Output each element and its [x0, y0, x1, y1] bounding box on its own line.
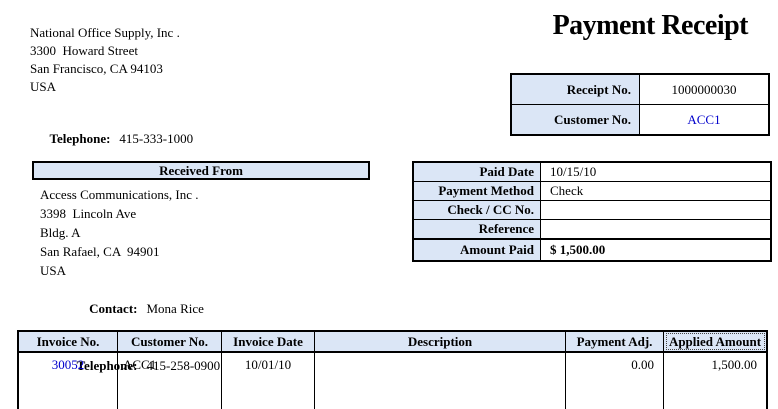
received-from-address-line: San Rafael, CA 94901	[40, 244, 160, 259]
invoice-customer-no-cell: ACC1	[117, 351, 222, 409]
page-title: Payment Receipt	[552, 10, 749, 41]
amount-paid-value: $ 1,500.00	[540, 238, 772, 262]
invoice-applications-table: Invoice No. Customer No. Invoice Date De…	[17, 330, 768, 409]
received-from-name: Access Communications, Inc .	[40, 187, 199, 202]
receipt-no-value: 1000000030	[639, 73, 770, 105]
receipt-no-label: Receipt No.	[510, 73, 640, 105]
reference-label: Reference	[412, 219, 541, 240]
company-address-line: USA	[30, 79, 57, 94]
payment-details-table: Paid Date 10/15/10 Payment Method Check …	[412, 161, 772, 262]
receipt-no-row: Receipt No. 1000000030	[510, 73, 770, 105]
received-from-address-line: 3398 Lincoln Ave	[40, 206, 137, 221]
contact-value: Mona Rice	[146, 301, 204, 316]
amount-paid-row: Amount Paid $ 1,500.00	[412, 238, 772, 262]
invoice-no-link[interactable]: 30052	[17, 351, 118, 409]
received-from-address-line: USA	[40, 263, 67, 278]
received-from-address-line: Bldg. A	[40, 225, 81, 240]
contact-label: Contact:	[89, 301, 138, 316]
check-cc-row: Check / CC No.	[412, 200, 772, 220]
invoice-table-header-row: Invoice No. Customer No. Invoice Date De…	[17, 330, 768, 353]
company-telephone-label: Telephone:	[49, 131, 111, 146]
invoice-no-header: Invoice No.	[17, 330, 118, 353]
description-header: Description	[314, 330, 566, 353]
received-from-header: Received From	[32, 161, 370, 180]
customer-no-link[interactable]: ACC1	[639, 104, 770, 136]
receipt-info-table: Receipt No. 1000000030 Customer No. ACC1	[510, 73, 770, 136]
reference-row: Reference	[412, 219, 772, 240]
check-cc-label: Check / CC No.	[412, 200, 541, 220]
applied-amount-header: Applied Amount	[663, 330, 768, 353]
company-block: National Office Supply, Inc . 3300 Howar…	[30, 24, 193, 166]
company-telephone-value: 415-333-1000	[119, 131, 194, 146]
payment-adj-header: Payment Adj.	[565, 330, 664, 353]
paid-date-label: Paid Date	[412, 161, 541, 182]
company-name: National Office Supply, Inc .	[30, 25, 180, 40]
customer-no-row: Customer No. ACC1	[510, 104, 770, 136]
invoice-description-cell	[314, 351, 566, 409]
received-from-contact-line: Contact: Mona Rice	[40, 280, 220, 337]
customer-no-header: Customer No.	[117, 330, 222, 353]
customer-no-label: Customer No.	[510, 104, 640, 136]
invoice-date-header: Invoice Date	[221, 330, 315, 353]
invoice-date-cell: 10/01/10	[221, 351, 315, 409]
company-address-line: San Francisco, CA 94103	[30, 61, 163, 76]
check-cc-value	[540, 200, 772, 220]
company-address-line: 3300 Howard Street	[30, 43, 138, 58]
reference-value	[540, 219, 772, 240]
payment-method-row: Payment Method Check	[412, 181, 772, 201]
amount-paid-label: Amount Paid	[412, 238, 541, 262]
paid-date-value: 10/15/10	[540, 161, 772, 182]
paid-date-row: Paid Date 10/15/10	[412, 161, 772, 182]
invoice-table-row: 30052 ACC1 10/01/10 0.00 1,500.00	[17, 351, 768, 409]
applied-amount-cell: 1,500.00	[663, 351, 768, 409]
payment-method-value: Check	[540, 181, 772, 201]
payment-adj-cell: 0.00	[565, 351, 664, 409]
payment-method-label: Payment Method	[412, 181, 541, 201]
company-telephone-line: Telephone: 415-333-1000	[30, 112, 194, 166]
